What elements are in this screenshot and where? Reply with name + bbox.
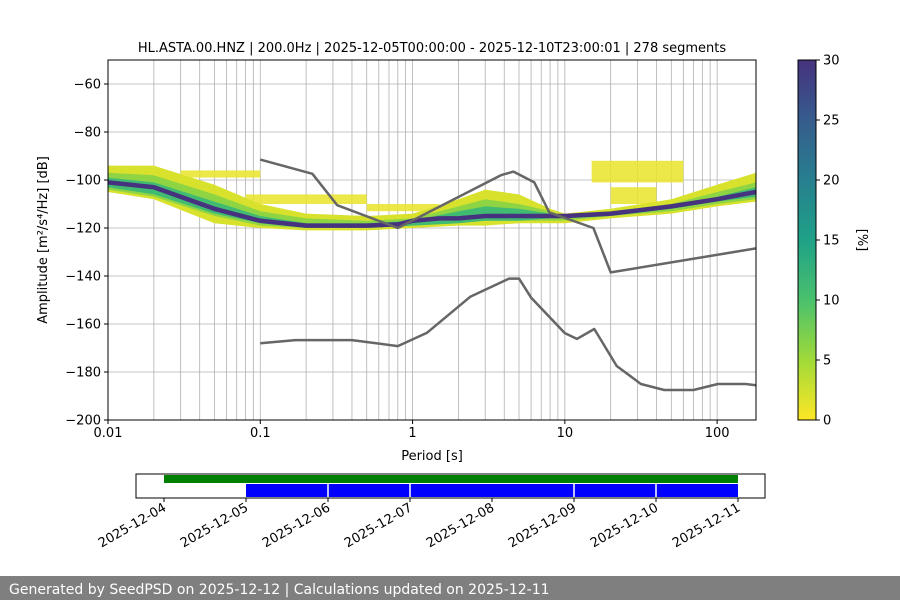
timeline-ticks: 2025-12-04 2025-12-05 2025-12-06 2025-12-07… (96, 498, 743, 551)
x-axis-label: Period [s] (401, 449, 463, 464)
density-patch (610, 187, 657, 204)
density-patch (245, 194, 367, 204)
timeline-tick-label: 2025-12-10 (588, 500, 661, 551)
y-tick-label: −100 (65, 174, 101, 189)
availability-timeline: 2025-12-04 2025-12-05 2025-12-06 2025-12-07… (96, 473, 766, 551)
footer-bar: Generated by SeedPSD on 2025-12-12 | Cal… (0, 576, 900, 600)
timeline-tick-label: 2025-12-08 (424, 500, 497, 551)
x-tick-label: 1 (408, 426, 416, 441)
timeline-tick-label: 2025-12-09 (506, 500, 579, 551)
noise-models (259, 158, 756, 392)
plot-area: 0.01 0.1 1 10 100 −200 −180 −160 −140 −120 −100 −8… (65, 59, 757, 441)
y-tick-label: −140 (65, 270, 101, 285)
timeline-tick-label: 2025-12-04 (96, 500, 169, 551)
colorbar: 0 5 10 15 20 25 30 [%] (797, 54, 869, 429)
plot-frame (107, 59, 757, 421)
y-axis-ticks: −200 −180 −160 −140 −120 −100 −80 −60 (65, 78, 108, 429)
colorbar-tick-label: 30 (823, 54, 840, 69)
x-tick-label: 100 (705, 426, 730, 441)
y-tick-label: −60 (74, 78, 101, 93)
colorbar-tick-label: 0 (823, 414, 831, 429)
chart-title: HL.ASTA.00.HNZ | 200.0Hz | 2025-12-05T00… (138, 41, 727, 56)
colorbar-ticks: 0 5 10 15 20 25 30 (816, 54, 840, 429)
availability-bar-segments (246, 484, 738, 497)
timeline-tick-label: 2025-12-05 (178, 500, 251, 551)
x-tick-label: 10 (557, 426, 574, 441)
availability-bars (164, 475, 738, 497)
footer-text: Generated by SeedPSD on 2025-12-12 | Cal… (9, 582, 550, 598)
colorbar-tick-label: 10 (823, 294, 840, 309)
nhnm-curve (259, 158, 756, 274)
y-axis-label: Amplitude [m²/s⁴/Hz] [dB] (36, 156, 51, 324)
colorbar-tick-label: 20 (823, 174, 840, 189)
density-heatmap (108, 160, 756, 231)
y-tick-label: −200 (65, 414, 101, 429)
figure: HL.ASTA.00.HNZ | 200.0Hz | 2025-12-05T00… (36, 41, 869, 551)
y-tick-label: −80 (74, 126, 101, 141)
x-tick-label: 0.01 (94, 426, 123, 441)
y-tick-label: −120 (65, 222, 101, 237)
x-axis-ticks: 0.01 0.1 1 10 100 (94, 420, 730, 441)
colorbar-gradient (797, 59, 817, 421)
density-patch (180, 170, 261, 178)
timeline-tick-label: 2025-12-11 (670, 500, 743, 551)
y-tick-label: −160 (65, 318, 101, 333)
colorbar-tick-label: 15 (823, 234, 840, 249)
density-patch (366, 204, 440, 212)
timeline-tick-label: 2025-12-07 (342, 500, 415, 551)
nlnm-curve (260, 277, 756, 392)
availability-bar-total (164, 475, 738, 483)
density-patch (591, 160, 684, 183)
colorbar-label: [%] (854, 229, 869, 252)
timeline-tick-label: 2025-12-06 (260, 500, 333, 551)
grid (107, 60, 756, 421)
colorbar-tick-label: 25 (823, 114, 840, 129)
colorbar-tick-label: 5 (823, 354, 831, 369)
density-mode-curve (108, 180, 756, 228)
x-tick-label: 0.1 (250, 426, 271, 441)
y-tick-label: −180 (65, 366, 101, 381)
timeline-frame (135, 473, 766, 499)
